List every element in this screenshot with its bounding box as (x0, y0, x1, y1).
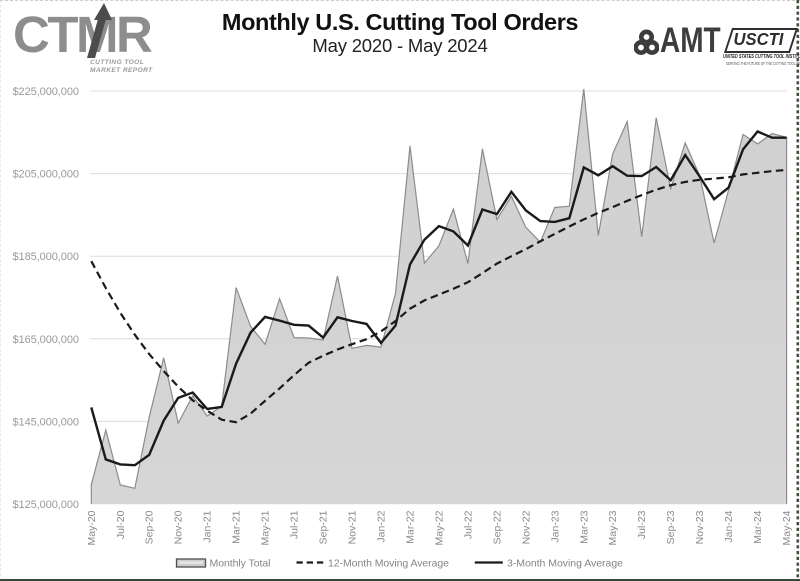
svg-text:Jan-21: Jan-21 (202, 510, 214, 542)
svg-text:Nov-21: Nov-21 (347, 510, 359, 544)
svg-text:Mar-21: Mar-21 (231, 510, 243, 543)
svg-text:May-23: May-23 (607, 510, 619, 545)
svg-text:Jul-20: Jul-20 (115, 510, 127, 539)
svg-text:May-24: May-24 (781, 510, 793, 545)
svg-text:Jan-22: Jan-22 (376, 510, 388, 542)
svg-text:12-Month Moving Average: 12-Month Moving Average (328, 558, 449, 570)
svg-text:May-21: May-21 (260, 510, 272, 545)
svg-text:3-Month Moving Average: 3-Month Moving Average (507, 558, 623, 570)
svg-text:$125,000,000: $125,000,000 (13, 499, 80, 511)
svg-text:Monthly Total: Monthly Total (210, 558, 271, 570)
svg-text:Jan-23: Jan-23 (549, 510, 561, 542)
svg-text:Sep-21: Sep-21 (318, 510, 330, 544)
svg-text:Jul-21: Jul-21 (289, 510, 301, 539)
svg-text:Sep-20: Sep-20 (144, 510, 156, 544)
svg-text:Mar-23: Mar-23 (578, 510, 590, 543)
svg-text:Jan-24: Jan-24 (723, 510, 735, 542)
svg-text:Nov-22: Nov-22 (520, 510, 532, 544)
svg-text:Sep-22: Sep-22 (491, 510, 503, 544)
svg-text:Mar-24: Mar-24 (752, 510, 764, 543)
svg-text:$185,000,000: $185,000,000 (13, 251, 80, 263)
svg-text:$205,000,000: $205,000,000 (13, 169, 80, 181)
svg-text:$165,000,000: $165,000,000 (13, 334, 80, 346)
svg-text:May-20: May-20 (86, 510, 98, 545)
svg-text:Jul-22: Jul-22 (462, 510, 474, 539)
svg-text:Nov-23: Nov-23 (694, 510, 706, 544)
svg-text:May-22: May-22 (433, 510, 445, 545)
svg-text:Jul-23: Jul-23 (636, 510, 648, 539)
svg-text:Mar-22: Mar-22 (405, 510, 417, 543)
svg-text:$145,000,000: $145,000,000 (13, 416, 80, 428)
svg-text:$225,000,000: $225,000,000 (13, 86, 80, 98)
svg-text:Sep-23: Sep-23 (665, 510, 677, 544)
svg-text:Nov-20: Nov-20 (173, 510, 185, 544)
